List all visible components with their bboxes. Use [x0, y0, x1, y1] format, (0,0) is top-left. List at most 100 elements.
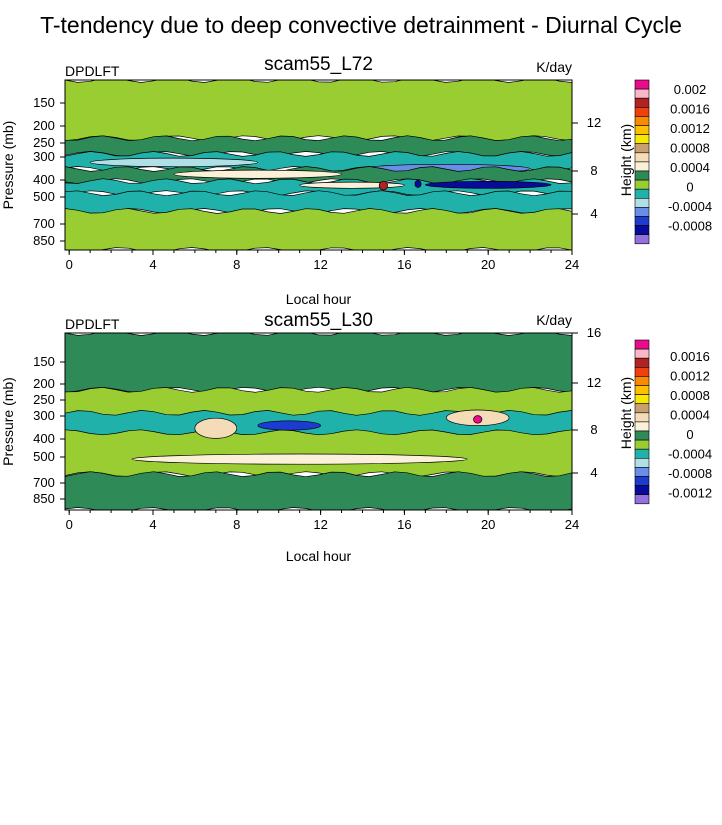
x-tick-label: 8	[233, 517, 240, 532]
contour-region	[131, 453, 468, 465]
x-tick-label: 24	[565, 257, 579, 272]
y-right-tick-label: 8	[590, 163, 597, 178]
y-tick-label: 850	[33, 233, 55, 248]
colorbar-swatch	[634, 97, 650, 108]
plot-frame	[64, 332, 573, 511]
contour-region	[65, 190, 572, 214]
colorbar-swatch	[634, 143, 650, 154]
y-tick-label: 300	[33, 149, 55, 164]
contour-region	[65, 135, 572, 157]
colorbar-label: 0.0008	[670, 388, 710, 403]
contour-region	[194, 417, 238, 439]
x-tick-label: 8	[233, 257, 240, 272]
colorbar: 0.0016 0.0012 0.0008 0.0004 0 -0.0004 -0.0008 -…	[634, 339, 712, 505]
colorbar-label: 0.0004	[670, 408, 710, 423]
colorbar-label: 0	[686, 427, 693, 442]
colorbar-swatch	[634, 116, 650, 126]
x-tick-label: 20	[481, 257, 495, 272]
colorbar-label: -0.0008	[668, 219, 712, 234]
colorbar-swatch	[634, 339, 650, 350]
colorbar-label: 0.0004	[670, 160, 710, 175]
colorbar-label: 0.0008	[670, 141, 710, 156]
contour-region	[89, 157, 259, 168]
y-right-tick-label: 4	[590, 206, 597, 221]
colorbar-label: 0.0012	[670, 369, 710, 384]
colorbar-swatch	[634, 357, 650, 368]
colorbar-label: 0	[686, 180, 693, 195]
colorbar-label: -0.0004	[668, 447, 712, 462]
panel-title: scam55_L72	[264, 54, 373, 75]
y-axis-label: Pressure (mb)	[0, 121, 16, 210]
x-tick-label: 16	[397, 517, 411, 532]
y-tick-label: 400	[33, 431, 55, 446]
colorbar-swatch	[634, 234, 650, 245]
colorbar-label: 0.0016	[670, 102, 710, 117]
y-tick-label: 700	[33, 475, 55, 490]
x-tick-label: 16	[397, 257, 411, 272]
colorbar-swatch	[634, 88, 650, 99]
x-tick-label: 20	[481, 517, 495, 532]
colorbar-swatch	[634, 216, 650, 226]
colorbar-swatch	[634, 485, 650, 496]
contour-region	[65, 208, 572, 250]
colorbar-label: -0.0004	[668, 199, 712, 214]
colorbar-swatch	[634, 385, 650, 395]
colorbar-swatch	[634, 107, 650, 117]
colorbar-swatch	[634, 225, 650, 236]
contour-region	[414, 179, 422, 188]
contour-region	[257, 420, 321, 431]
y-tick-label: 150	[33, 95, 55, 110]
x-tick-label: 4	[149, 257, 156, 272]
x-tick-label: 24	[565, 517, 579, 532]
contour-region	[173, 169, 342, 179]
y-tick-label: 500	[33, 189, 55, 204]
y-right-tick-label: 12	[587, 115, 601, 130]
colorbar-swatch	[634, 476, 650, 486]
colorbar-swatch	[634, 198, 650, 208]
colorbar-swatch	[634, 430, 650, 441]
colorbar-label: 0.0012	[670, 121, 710, 136]
y-axis-label: Pressure (mb)	[0, 377, 16, 466]
y-right-tick-label: 16	[587, 325, 601, 340]
colorbar-swatch	[634, 421, 650, 432]
y-right-axis-label: Height (km)	[618, 124, 634, 196]
colorbar-swatch	[634, 152, 650, 163]
contour-region	[65, 471, 572, 510]
right-string: K/day	[536, 312, 572, 328]
y-tick-label: 700	[33, 216, 55, 231]
colorbar-swatch	[634, 188, 650, 199]
contour-region	[424, 180, 552, 189]
x-tick-label: 12	[313, 257, 327, 272]
colorbar-swatch	[634, 457, 650, 468]
colorbar-label: -0.0008	[668, 466, 712, 481]
main-title: T-tendency due to deep convective detrai…	[40, 12, 682, 38]
colorbar-swatch	[634, 394, 650, 405]
y-right-tick-label: 4	[590, 465, 597, 480]
colorbar-label: 0.0016	[670, 349, 710, 364]
y-tick-label: 250	[33, 392, 55, 407]
colorbar-swatch	[634, 412, 650, 423]
y-right-tick-label: 8	[590, 422, 597, 437]
colorbar-swatch	[634, 448, 650, 459]
x-axis-label: Local hour	[286, 548, 352, 564]
colorbar-swatch	[634, 134, 650, 145]
colorbar-label: 0.002	[674, 82, 707, 97]
y-tick-label: 850	[33, 491, 55, 506]
colorbar-swatch	[634, 207, 650, 217]
colorbar: 0.002 0.0016 0.0012 0.0008 0.0004 0 -0.0004 -0.…	[634, 79, 712, 245]
colorbar-swatch	[634, 161, 650, 172]
x-tick-label: 12	[313, 517, 327, 532]
colorbar-swatch	[634, 376, 650, 386]
colorbar-swatch	[634, 403, 650, 414]
left-string: DPDLFT	[65, 316, 120, 332]
plot-frame	[64, 79, 573, 251]
contour-region	[378, 180, 388, 191]
y-tick-label: 150	[33, 354, 55, 369]
colorbar-swatch	[634, 494, 650, 505]
contour-region	[299, 181, 405, 189]
y-tick-label: 400	[33, 172, 55, 187]
x-tick-label: 0	[66, 257, 73, 272]
colorbar-swatch	[634, 366, 650, 377]
